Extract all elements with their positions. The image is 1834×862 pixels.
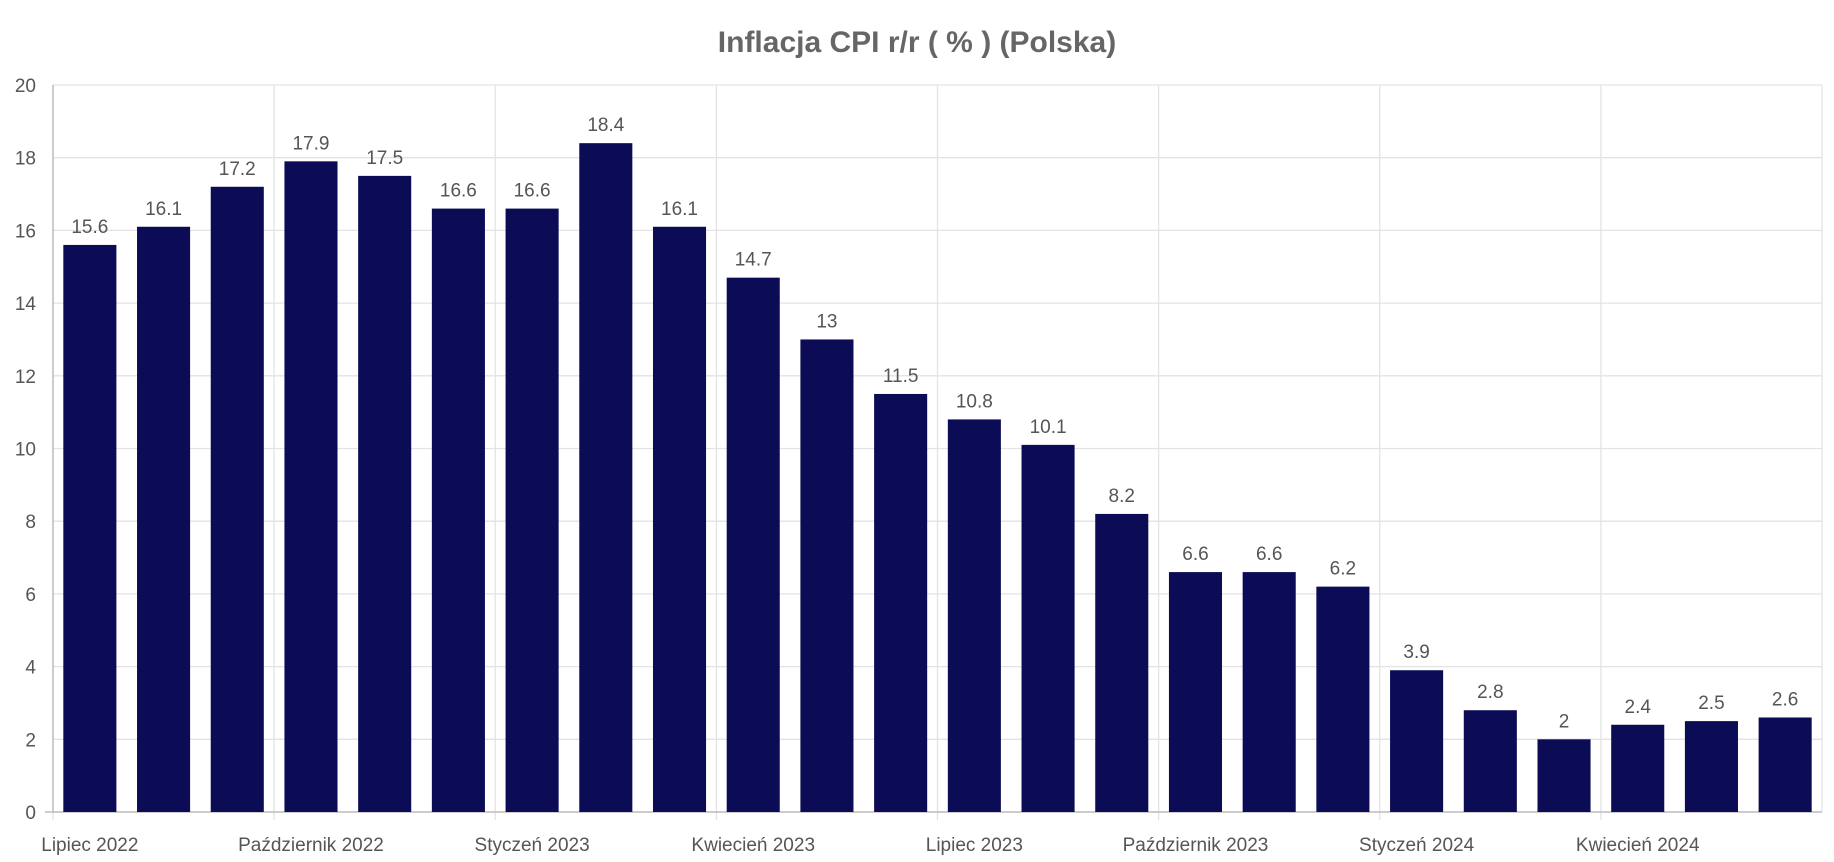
- x-tick-label: Lipiec 2023: [926, 835, 1023, 856]
- bar-value-label: 17.2: [219, 159, 256, 180]
- bar: [874, 393, 928, 812]
- bar: [800, 339, 854, 812]
- bar: [1021, 444, 1075, 812]
- bar: [137, 226, 191, 812]
- bar: [1316, 586, 1370, 812]
- bar-value-label: 6.6: [1256, 544, 1282, 565]
- bar: [210, 186, 264, 812]
- bar-value-label: 16.1: [661, 199, 698, 220]
- bar: [1168, 572, 1223, 812]
- bar-value-label: 10.1: [1030, 417, 1067, 438]
- x-tick-label: Styczeń 2023: [475, 835, 590, 856]
- bar-value-label: 17.9: [292, 133, 329, 154]
- bar: [579, 143, 633, 812]
- x-tick-label: Kwiecień 2024: [1576, 835, 1700, 856]
- x-tick-label: Lipiec 2022: [41, 835, 138, 856]
- bar: [431, 208, 485, 813]
- x-tick-label: Styczeń 2024: [1359, 835, 1475, 856]
- bar: [1390, 670, 1444, 812]
- bar-value-label: 16.6: [514, 181, 551, 202]
- y-tick-label: 14: [15, 294, 37, 315]
- bar-value-label: 2.5: [1698, 693, 1724, 714]
- bar: [652, 226, 707, 812]
- bar: [63, 244, 117, 812]
- bar-value-label: 2.8: [1477, 682, 1503, 703]
- x-tick-label: Październik 2022: [238, 835, 384, 856]
- bar: [358, 175, 412, 812]
- bar-value-label: 8.2: [1109, 486, 1135, 507]
- chart-title: Inflacja CPI r/r ( % ) (Polska): [717, 26, 1117, 59]
- y-tick-label: 4: [25, 658, 36, 679]
- bar-value-label: 2.4: [1625, 697, 1652, 718]
- bar-value-label: 11.5: [883, 366, 919, 387]
- y-tick-label: 0: [25, 803, 36, 824]
- bar: [1611, 724, 1665, 812]
- bar: [1758, 717, 1812, 812]
- y-tick-label: 16: [15, 221, 36, 242]
- y-tick-label: 12: [15, 367, 36, 388]
- bar-value-label: 16.1: [145, 199, 182, 220]
- bar-value-label: 2: [1559, 711, 1570, 732]
- bar-value-label: 14.7: [735, 250, 772, 271]
- bar: [1537, 739, 1591, 812]
- bar: [1095, 513, 1149, 812]
- y-tick-label: 8: [25, 512, 36, 533]
- bar-value-label: 10.8: [956, 391, 993, 412]
- bar-value-label: 13: [816, 311, 837, 332]
- bar-value-label: 6.2: [1330, 559, 1356, 580]
- bar-value-label: 16.6: [440, 181, 477, 202]
- y-tick-label: 2: [25, 730, 36, 751]
- y-tick-label: 10: [15, 440, 36, 461]
- bar: [1684, 721, 1738, 812]
- y-tick-label: 20: [15, 76, 36, 97]
- bar: [726, 277, 780, 812]
- bar-value-label: 15.6: [71, 217, 108, 238]
- bar-value-label: 6.6: [1182, 544, 1208, 565]
- bar-value-label: 17.5: [366, 148, 403, 169]
- x-tick-label: Kwiecień 2023: [691, 835, 815, 856]
- bar-value-label: 2.6: [1772, 689, 1798, 710]
- x-tick-label: Październik 2023: [1123, 835, 1269, 856]
- bar-value-label: 18.4: [587, 115, 624, 136]
- y-tick-label: 6: [25, 585, 36, 606]
- bar: [505, 208, 559, 813]
- bar: [284, 161, 338, 812]
- y-tick-label: 18: [15, 149, 36, 170]
- bar-value-label: 3.9: [1403, 642, 1429, 663]
- bar: [1242, 572, 1296, 812]
- bar: [947, 419, 1001, 812]
- bar: [1463, 710, 1517, 812]
